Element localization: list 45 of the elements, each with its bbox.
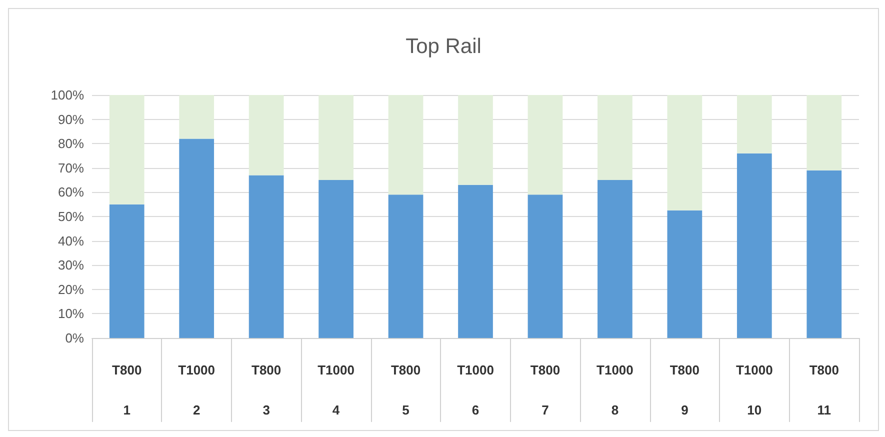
- y-tick-label: 70%: [58, 160, 84, 176]
- bar: [248, 95, 284, 176]
- bar: [736, 95, 772, 154]
- bar: [458, 184, 493, 338]
- y-tick-label: 40%: [58, 233, 84, 248]
- y-tick-label: 50%: [58, 209, 84, 224]
- bar: [318, 180, 354, 338]
- category-label: T1000 6: [457, 362, 494, 418]
- bar: [528, 95, 563, 195]
- category-label: T800 1: [112, 362, 142, 418]
- bar: [806, 95, 842, 170]
- y-tick-label: 90%: [58, 112, 84, 127]
- y-tick-label: 80%: [58, 136, 84, 152]
- category-label: T800 9: [670, 362, 700, 418]
- bar: [528, 194, 563, 338]
- category-label: T1000 8: [596, 362, 634, 418]
- category-label: T1000 10: [736, 362, 773, 418]
- y-tick-label: 100%: [50, 88, 84, 102]
- bar: [667, 95, 702, 210]
- category-label: T800 3: [252, 362, 282, 418]
- bar: [458, 95, 493, 185]
- chart-title: Top Rail: [406, 35, 482, 58]
- bar: [736, 153, 772, 338]
- bar: [109, 204, 144, 338]
- bar: [598, 180, 632, 338]
- y-tick-label: 30%: [58, 258, 84, 273]
- bar: [248, 175, 284, 338]
- bar: [318, 95, 354, 180]
- bar: [806, 170, 842, 338]
- category-label: T1000 4: [318, 362, 354, 418]
- category-label: T1000 2: [178, 362, 216, 418]
- bar: [598, 95, 632, 180]
- y-tick-label: 60%: [58, 184, 84, 200]
- bar: [179, 138, 214, 338]
- category-label: T800 7: [530, 362, 560, 418]
- y-tick-label: 10%: [58, 306, 84, 322]
- category-label: T800 5: [390, 362, 421, 418]
- bar: [109, 95, 144, 204]
- category-label: T800 11: [809, 362, 839, 418]
- bar: [388, 95, 424, 195]
- bar: [667, 210, 702, 338]
- bar: [388, 194, 424, 338]
- y-tick-label: 20%: [58, 282, 84, 297]
- y-tick-label: 0%: [65, 330, 84, 346]
- bar: [179, 95, 214, 139]
